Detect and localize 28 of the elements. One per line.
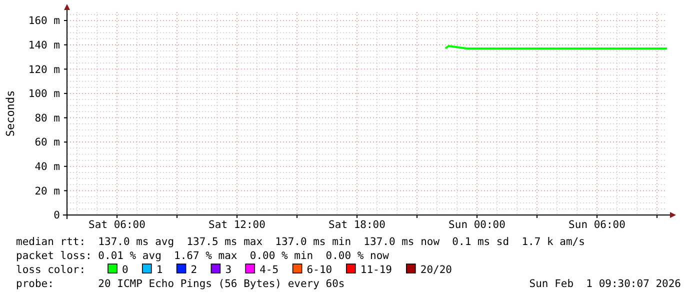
y-tick-label: 40 m: [34, 161, 60, 174]
text: median rtt: 137.0 ms avg 137.5 ms max 137.0 ms min 137.0 ms now 0.1 ms sd 1.7 k am/s: [16, 236, 585, 248]
x-tick-label: Sun 00:00: [448, 219, 506, 231]
y-tick-label: 80 m: [34, 112, 60, 124]
legend-label: 11-19: [360, 264, 392, 276]
legend-label: 3: [225, 264, 232, 276]
x-tick-label: Sat 06:00: [88, 219, 146, 231]
y-tick-label: 140 m: [28, 39, 60, 52]
y-tick-label: 100 m: [28, 88, 60, 100]
y-tick-label: 120 m: [28, 64, 60, 76]
y-axis-title: Seconds: [4, 90, 17, 137]
legend-title: loss color:: [16, 264, 86, 276]
legend-label: 4-5: [260, 264, 279, 276]
text: Sun Feb 1 09:30:07 2026: [529, 278, 681, 290]
x-tick-label: Sat 18:00: [328, 219, 386, 231]
x-tick-label: Sat 12:00: [208, 219, 266, 231]
y-tick-label: 60 m: [34, 136, 60, 149]
legend-label: 20/20: [420, 264, 452, 276]
text: packet loss: 0.01 % avg 1.67 % max 0.00 % min 0.00 % now: [16, 250, 390, 262]
legend-label: 2: [190, 264, 198, 276]
legend-label: 6-10: [306, 264, 332, 276]
y-tick-label: 160 m: [28, 15, 60, 28]
y-tick-label: 20 m: [34, 185, 60, 198]
legend-label: 1: [156, 264, 163, 276]
legend-label: 0: [122, 264, 128, 276]
x-tick-label: Sun 06:00: [568, 219, 626, 231]
text: probe: 20 ICMP Echo Pings (56 Bytes) every 60s: [16, 278, 345, 290]
y-tick-label: 0: [54, 210, 60, 222]
